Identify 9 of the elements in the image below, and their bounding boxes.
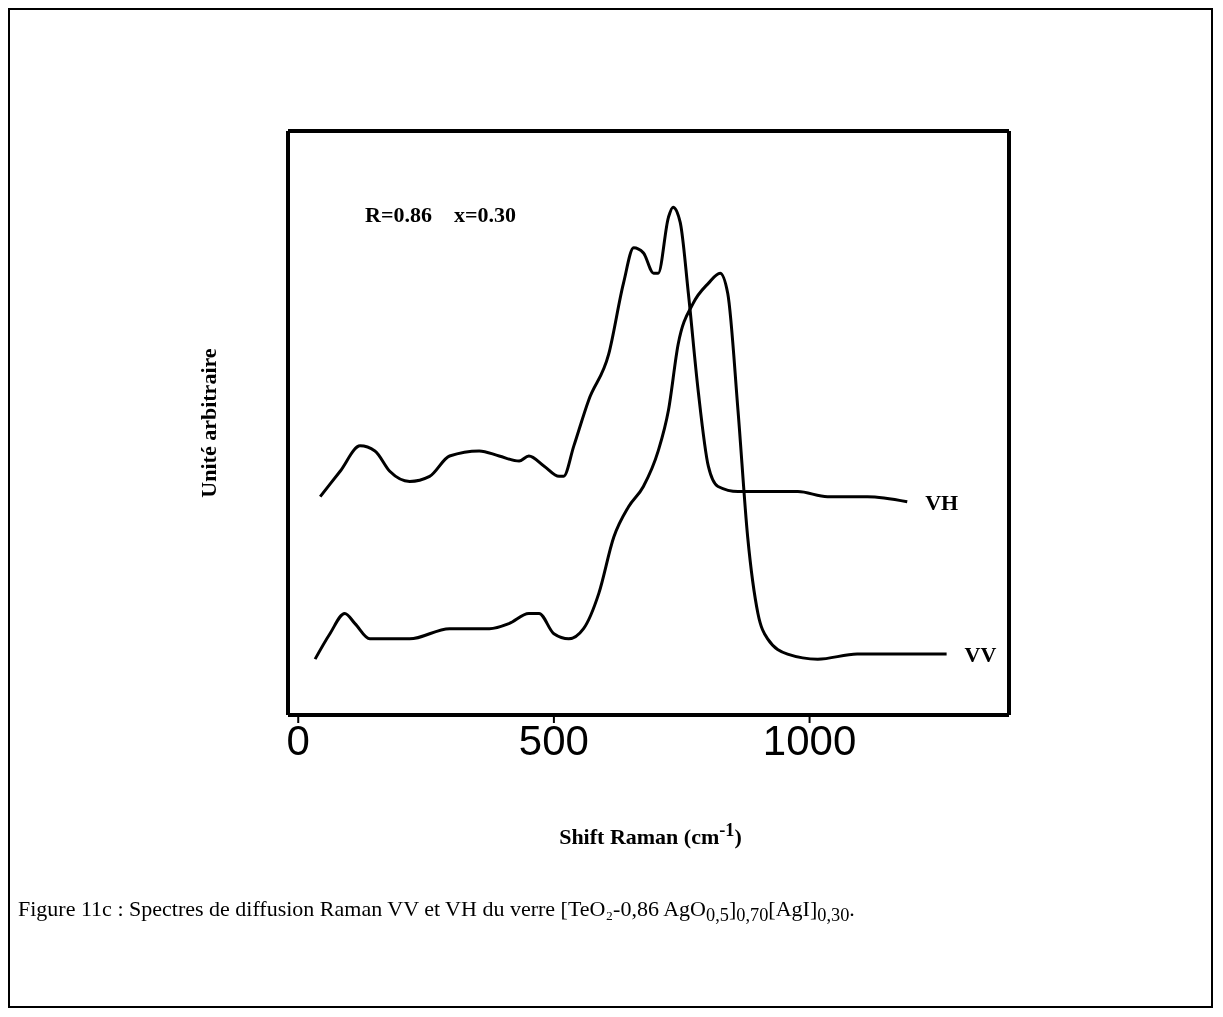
series-label: VH [925,489,959,515]
x-tick-label: 500 [518,716,589,764]
caption: Figure 11c : Spectres de diffusion Raman VV et VH du verre [TeO₂-0,86 AgO$_{0,5}$]$_{0,70}$[AgI]$_{0,30}$. [18,895,856,928]
x-tick-label: 1000 [762,716,857,764]
x-axis-title: Shift Raman (cm$^{-1}$) [558,820,743,851]
annotation: R=0.86 x=0.30 [365,202,516,228]
y-axis-title: Unité arbitraire [195,348,221,498]
x-tick-label: 0 [286,716,310,764]
series-label: VV [964,642,997,668]
